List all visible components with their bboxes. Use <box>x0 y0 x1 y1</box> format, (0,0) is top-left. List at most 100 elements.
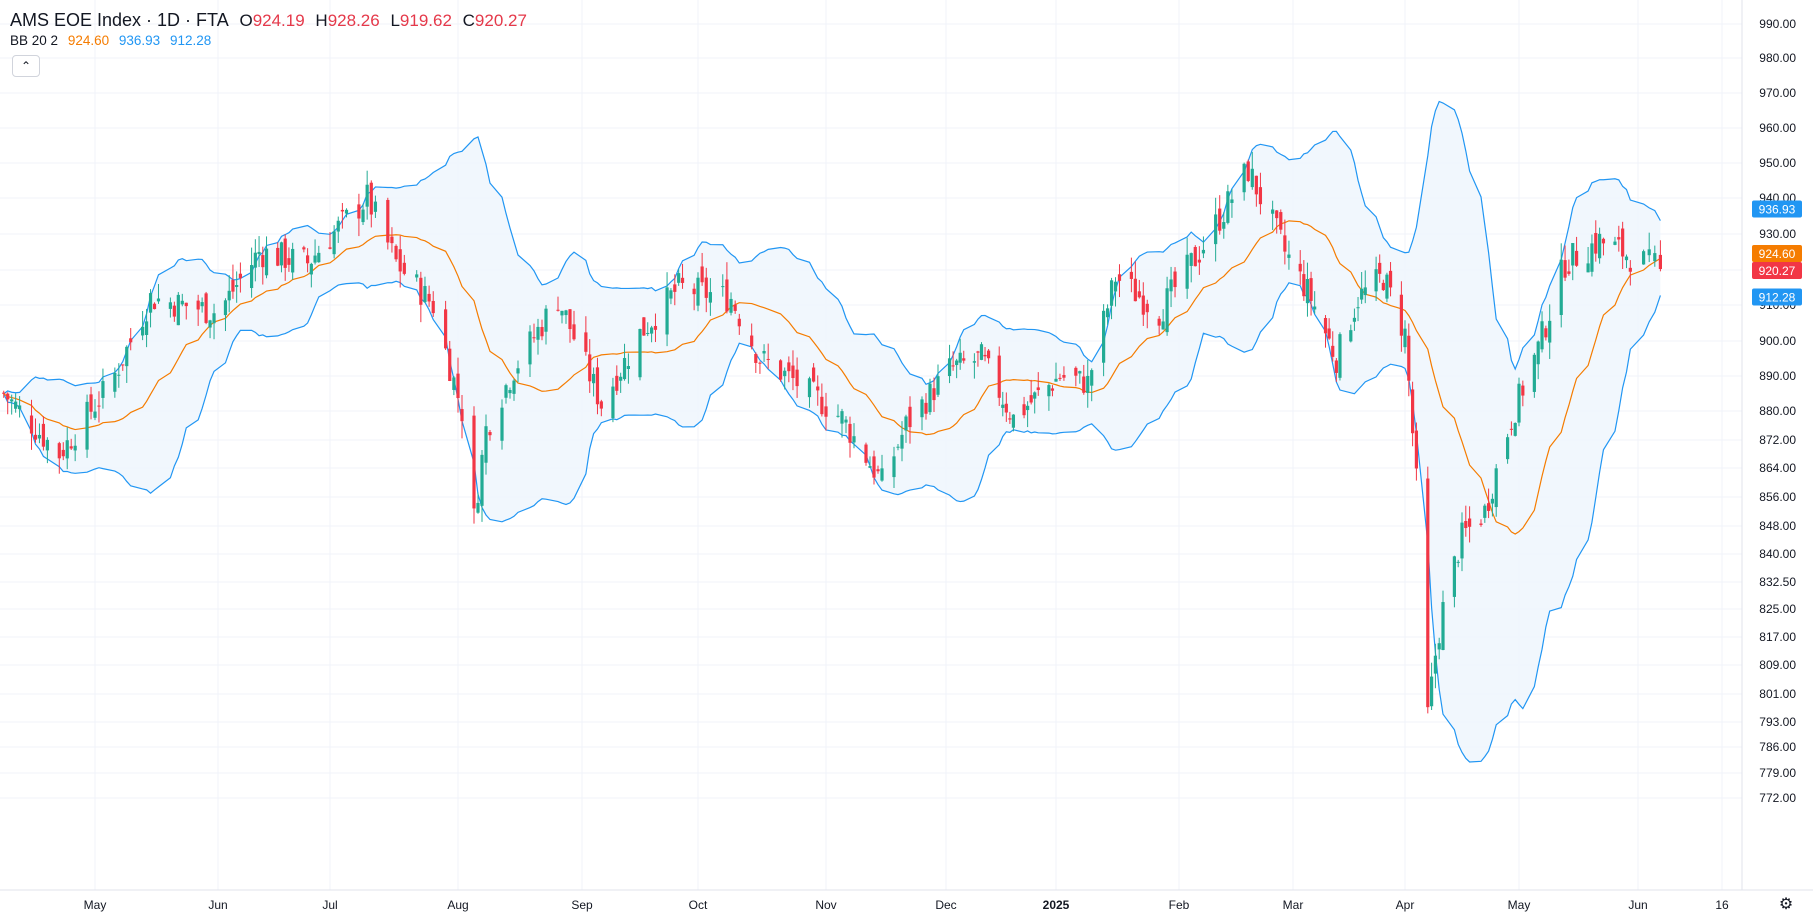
time-tick-label: May <box>1508 898 1531 912</box>
candle-body <box>1047 385 1051 397</box>
candle-body <box>540 327 544 337</box>
candle <box>394 244 398 262</box>
candle <box>1544 325 1548 341</box>
candle-body <box>1054 378 1058 382</box>
candle-body <box>812 367 816 382</box>
candle <box>287 247 291 272</box>
candle-body <box>1613 241 1617 245</box>
candle-body <box>1246 161 1250 181</box>
candle <box>572 310 576 341</box>
candle <box>1571 242 1575 281</box>
candle <box>419 271 423 323</box>
symbol-title[interactable]: AMS EOE Index · 1D · FTA <box>10 10 229 30</box>
candle <box>1189 252 1193 283</box>
candle <box>302 245 306 253</box>
candle <box>309 262 313 288</box>
candle <box>317 245 321 263</box>
candle <box>14 393 18 413</box>
candle-body <box>844 419 848 423</box>
price-tick-label: 801.00 <box>1759 687 1796 701</box>
candle <box>1026 401 1030 428</box>
candle <box>544 305 548 345</box>
candle <box>584 316 588 356</box>
candle <box>750 323 754 350</box>
candle-body <box>1624 256 1629 261</box>
candle-body <box>1479 523 1483 525</box>
price-tick-label: 970.00 <box>1759 86 1796 100</box>
candle-body <box>444 309 448 349</box>
candle-body <box>1598 233 1602 259</box>
indicator-name[interactable]: BB 20 2 <box>10 33 59 48</box>
candle-body <box>1189 253 1193 266</box>
candle-body <box>642 317 646 336</box>
candle <box>156 283 161 304</box>
candle <box>729 292 733 316</box>
candle-body <box>544 308 548 332</box>
candle <box>1617 225 1621 252</box>
candle-body <box>955 360 959 366</box>
candle-body <box>45 439 49 451</box>
candle-body <box>1621 228 1625 257</box>
candle-body <box>223 300 228 316</box>
candle-body <box>1628 267 1632 272</box>
candle <box>1378 254 1382 283</box>
candle-body <box>1242 163 1246 193</box>
candle-body <box>302 247 306 250</box>
candle-body <box>1327 328 1331 339</box>
candle <box>29 399 34 450</box>
time-tick-label: Dec <box>935 898 956 912</box>
candle-body <box>962 358 966 361</box>
price-badge-bg <box>1752 200 1802 218</box>
candle <box>1062 366 1066 381</box>
candle-body <box>287 258 291 265</box>
candle <box>1258 172 1263 215</box>
candle <box>144 308 149 348</box>
candle-body <box>1509 428 1513 430</box>
candle <box>1129 257 1133 293</box>
candle <box>876 465 880 474</box>
price-tick-label: 772.00 <box>1759 791 1796 805</box>
candle <box>500 399 504 450</box>
candle <box>1145 299 1149 329</box>
candle <box>1509 421 1513 436</box>
candle-body <box>231 280 235 292</box>
high-value: 928.26 <box>327 11 380 30</box>
candle-body <box>121 364 125 366</box>
candle-body <box>253 252 257 268</box>
candle <box>1133 261 1137 302</box>
price-axis-labels: 990.00980.00970.00960.00950.00940.00930.… <box>1759 17 1796 805</box>
candle <box>328 232 332 250</box>
candle-body <box>402 262 406 274</box>
candle-body <box>750 335 754 347</box>
candle <box>250 247 254 298</box>
indicator-legend[interactable]: BB 20 2 924.60 936.93 912.28 <box>10 33 211 48</box>
candle-body <box>876 469 880 472</box>
candle-body <box>1334 360 1338 373</box>
candle-body <box>622 357 627 380</box>
candle <box>89 386 93 420</box>
candle-body <box>484 426 488 463</box>
candle <box>168 297 172 318</box>
candle <box>231 264 235 299</box>
candle-body <box>456 373 460 399</box>
candle-body <box>361 209 365 223</box>
candle <box>1548 304 1552 359</box>
candle-body <box>721 286 725 288</box>
gear-icon[interactable]: ⚙ <box>1778 896 1794 913</box>
candle <box>313 239 317 265</box>
candle <box>1540 311 1544 353</box>
candle <box>900 421 904 462</box>
candle-body <box>1460 522 1464 559</box>
candle <box>896 443 900 451</box>
candle-body <box>1117 274 1122 281</box>
candle <box>1102 304 1106 377</box>
candle-body <box>1305 278 1310 304</box>
collapse-legend-button[interactable]: ⌃ <box>12 55 40 77</box>
candle <box>369 180 373 228</box>
candle <box>1574 236 1579 267</box>
candles <box>2 151 1662 714</box>
candle-body <box>979 344 984 360</box>
candle <box>1313 291 1317 314</box>
